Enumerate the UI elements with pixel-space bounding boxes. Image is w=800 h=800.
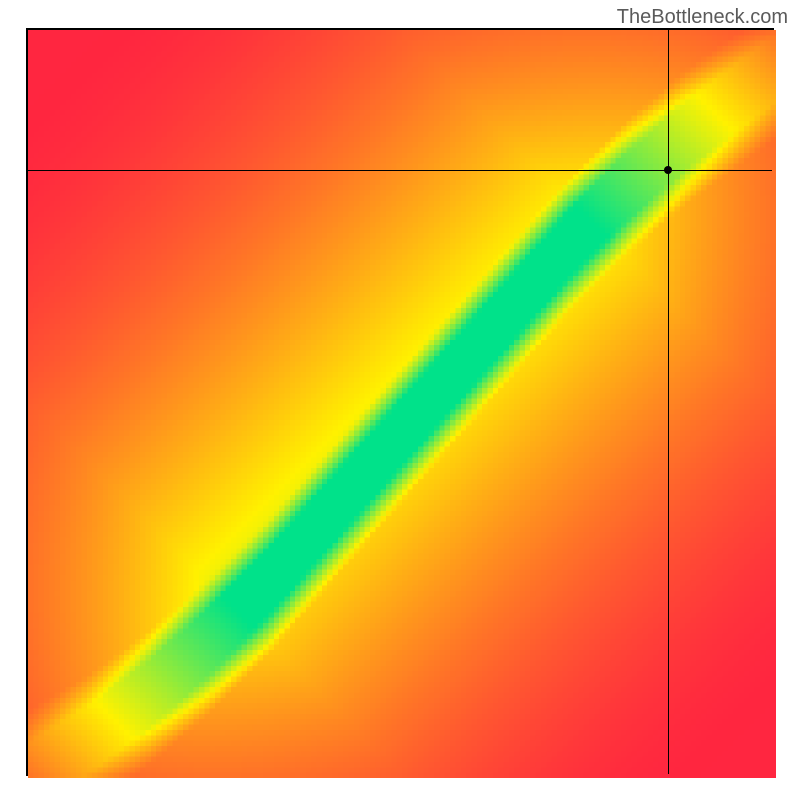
heatmap-canvas [28,30,776,778]
heatmap-chart [26,28,774,776]
watermark-text: TheBottleneck.com [617,6,788,29]
crosshair-vertical [668,30,669,774]
heatmap-canvas-wrap [28,30,772,774]
crosshair-horizontal [28,170,772,171]
marker-point [664,166,672,174]
